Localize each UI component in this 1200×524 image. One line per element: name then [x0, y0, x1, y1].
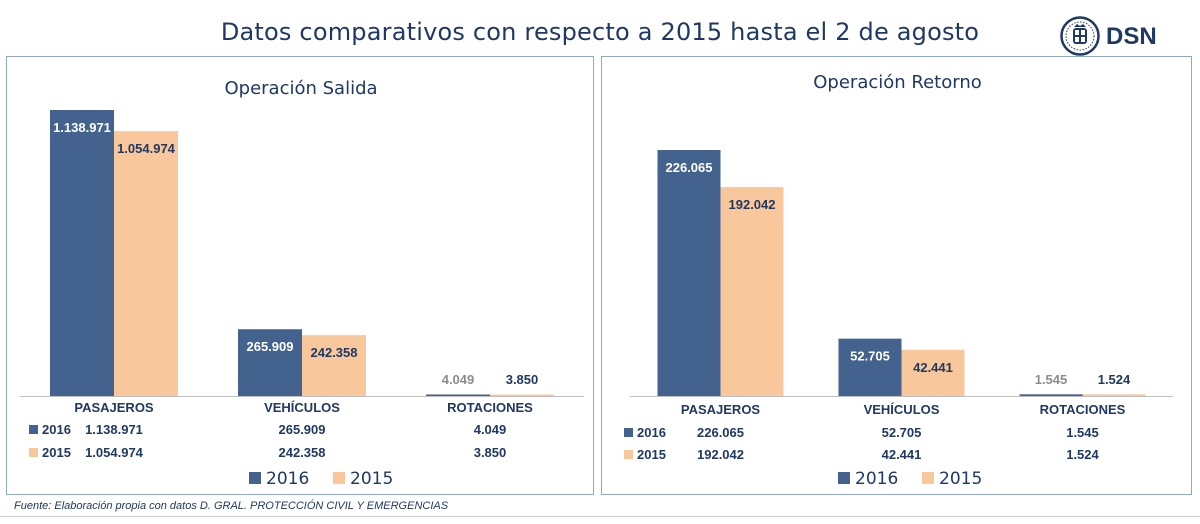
legend-label-2016: 2016: [855, 469, 898, 489]
data-label-2016-vehiculos: 52.705: [850, 349, 890, 364]
chart-salida: Operación Salida 1.138.971 1.054.974 PASAJE…: [20, 78, 584, 489]
table-row-header-2015: 2015: [42, 445, 71, 460]
bar-2015-rotaciones: [1082, 394, 1146, 396]
chart-title: Operación Retorno: [813, 72, 982, 93]
bar-2016-vehiculos: [238, 329, 302, 396]
bar-2015-vehiculos: [901, 349, 965, 396]
footer-divider: [0, 516, 1200, 517]
legend-swatch-2016: [838, 472, 850, 484]
table-row-header-2016: 2016: [42, 422, 71, 437]
chart-retorno: Operación Retorno 226.065 192.042 PASAJEROS…: [624, 72, 1173, 489]
table-cell-2016-rotaciones: 1.545: [1066, 425, 1099, 440]
table-cell-2016-rotaciones: 4.049: [474, 422, 507, 437]
page-title: Datos comparativos con respecto a 2015 h…: [220, 18, 980, 46]
table-cell-2015-pasajeros: 192.042: [697, 447, 744, 462]
bar-2015-pasajeros: [114, 131, 178, 396]
category-label-vehiculos: VEHÍCULOS: [264, 400, 340, 415]
chart-panel-salida: Operación Salida 1.138.971 1.054.974 PASAJE…: [6, 56, 594, 495]
bar-2015-vehiculos: [302, 335, 366, 396]
data-label-2015-vehiculos: 42.441: [913, 360, 953, 375]
table-key-2016: [29, 425, 38, 434]
data-label-2016-rotaciones: 4.049: [442, 372, 475, 387]
category-label-rotaciones: ROTACIONES: [1040, 402, 1126, 417]
data-label-2015-pasajeros: 192.042: [729, 197, 776, 212]
data-label-2016-vehiculos: 265.909: [247, 339, 294, 354]
data-label-2015-rotaciones: 3.850: [506, 372, 539, 387]
category-label-vehiculos: VEHÍCULOS: [864, 402, 940, 417]
data-label-2016-pasajeros: 226.065: [666, 160, 713, 175]
table-cell-2015-vehiculos: 242.358: [279, 445, 326, 460]
legend-swatch-2015: [333, 472, 345, 484]
data-label-2015-vehiculos: 242.358: [311, 345, 358, 360]
table-key-2016: [624, 428, 633, 437]
legend-swatch-2016: [249, 472, 261, 484]
category-label-rotaciones: ROTACIONES: [447, 400, 533, 415]
data-label-2016-rotaciones: 1.545: [1035, 372, 1068, 387]
bar-2015-pasajeros: [720, 187, 784, 396]
data-label-2015-pasajeros: 1.054.974: [117, 141, 176, 156]
bar-2016-pasajeros: [657, 150, 721, 396]
legend-swatch-2015: [922, 472, 934, 484]
data-label-2015-rotaciones: 1.524: [1098, 372, 1131, 387]
bar-2016-pasajeros: [50, 110, 114, 396]
logo-text: DSN: [1106, 23, 1157, 50]
table-cell-2015-pasajeros: 1.054.974: [85, 445, 144, 460]
table-cell-2016-vehiculos: 265.909: [279, 422, 326, 437]
category-label-pasajeros: PASAJEROS: [74, 400, 154, 415]
table-cell-2015-rotaciones: 1.524: [1066, 447, 1099, 462]
chart-title: Operación Salida: [224, 78, 377, 99]
data-label-2016-pasajeros: 1.138.971: [53, 120, 111, 135]
source-note: Fuente: Elaboración propia con datos D. …: [14, 500, 449, 512]
legend-label-2016: 2016: [266, 469, 309, 489]
bar-2016-rotaciones: [426, 394, 490, 396]
table-cell-2015-vehiculos: 42.441: [882, 447, 922, 462]
chart-panel-retorno: Operación Retorno 226.065 192.042 PASAJEROS…: [601, 56, 1192, 495]
table-cell-2016-vehiculos: 52.705: [882, 425, 922, 440]
table-key-2015: [29, 448, 38, 457]
coat-of-arms-icon: [1060, 16, 1100, 56]
table-row-header-2016: 2016: [637, 425, 666, 440]
legend-label-2015: 2015: [350, 469, 393, 489]
category-label-pasajeros: PASAJEROS: [681, 402, 761, 417]
dsn-logo: DSN: [1060, 16, 1184, 58]
table-key-2015: [624, 450, 633, 459]
table-cell-2016-pasajeros: 226.065: [697, 425, 744, 440]
bar-2016-vehiculos: [838, 338, 902, 396]
table-cell-2016-pasajeros: 1.138.971: [85, 422, 143, 437]
table-row-header-2015: 2015: [637, 447, 666, 462]
legend-label-2015: 2015: [939, 469, 982, 489]
bar-2015-rotaciones: [490, 394, 554, 396]
bar-2016-rotaciones: [1019, 394, 1083, 396]
table-cell-2015-rotaciones: 3.850: [474, 445, 507, 460]
